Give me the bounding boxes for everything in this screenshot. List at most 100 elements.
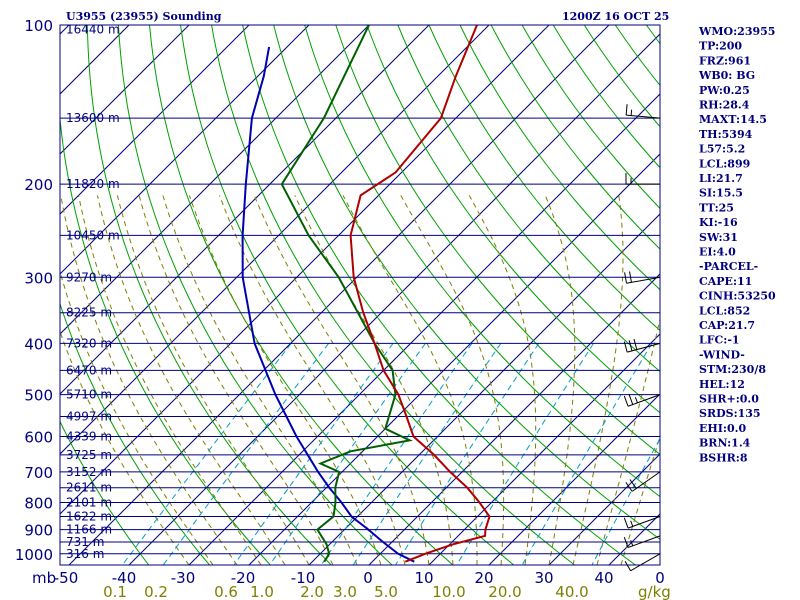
index-line: FRZ:961: [699, 54, 751, 67]
dry-adiabat-line: [86, 25, 332, 565]
dry-adiabat-line: [60, 114, 271, 565]
dry-adiabat-line: [304, 25, 660, 498]
isobar-lines: [60, 24, 660, 555]
mixing-ratio-tick-label: 3.0: [333, 583, 357, 600]
dry-adiabat-line: [180, 25, 515, 565]
index-line: MAXT:14.5: [699, 113, 767, 126]
mixing-ratio-line: [162, 343, 329, 565]
index-line: PW:0.25: [699, 84, 750, 97]
isotherm-line: [428, 333, 660, 565]
wind-barb: [625, 104, 661, 119]
index-line: EHI:0.0: [699, 422, 746, 435]
height-label: 2611 m: [66, 481, 112, 495]
mixing-ratio-line: [269, 343, 426, 565]
mixing-ratio-tick-label: 1.0: [250, 583, 274, 600]
isotherm-line: [488, 393, 660, 565]
pressure-tick-label: 1000: [15, 546, 53, 564]
index-line: CAPE:11: [699, 275, 752, 288]
height-label: 2101 m: [66, 496, 112, 510]
wind-barbs: [623, 104, 661, 572]
sounding-time: 1200Z 16 OCT 25: [562, 10, 669, 23]
index-line: L57:5.2: [699, 143, 745, 156]
dry-adiabat-line: [552, 25, 660, 169]
isotherm-line: [60, 25, 70, 35]
pressure-unit-label: mb: [32, 569, 56, 587]
pressure-tick-label: 400: [24, 335, 53, 353]
dry-adiabat-line: [335, 25, 660, 456]
index-line: TH:5394: [699, 128, 753, 141]
pressure-tick-label: 700: [24, 464, 53, 482]
temperature-tick-label: 30: [534, 569, 553, 587]
sounding-profiles: [241, 25, 491, 563]
isotherm-line: [0, 25, 9, 565]
isotherm-line: [60, 25, 190, 155]
height-label: 4339 m: [66, 429, 112, 443]
index-line: HEL:12: [699, 378, 745, 391]
temperature-tick-label: 40: [594, 569, 613, 587]
temperature-tick-label: 10: [414, 569, 433, 587]
dry-adiabat-line: [459, 25, 660, 291]
moist-adiabat-line: [116, 195, 310, 565]
index-line: LCL:852: [699, 304, 750, 317]
temperature-tick-label: -20: [231, 569, 256, 587]
index-line: CINH:53250: [699, 290, 776, 303]
height-label: 7320 m: [66, 336, 112, 350]
height-label: 3725 m: [66, 448, 112, 462]
mixing-ratio-tick-label: 0.2: [144, 583, 168, 600]
moist-adiabat-line: [596, 316, 660, 565]
background-grid: [0, 25, 660, 565]
station-title: U3955 (23955) Sounding: [66, 10, 222, 23]
temperature-tick-label: 20: [474, 569, 493, 587]
height-label: 11820 m: [66, 177, 120, 191]
index-line: -PARCEL-: [699, 260, 758, 273]
temperature-tick-label: -30: [171, 569, 196, 587]
dry-adiabat-line: [242, 25, 636, 565]
wind-barb: [623, 338, 661, 353]
moist-adiabat-line: [342, 195, 478, 565]
mixing-ratio-line: [121, 343, 292, 565]
isotherm-line: [548, 453, 660, 565]
pressure-tick-label: 900: [24, 522, 53, 540]
isotherm-line: [60, 25, 370, 335]
height-label: 6470 m: [66, 363, 112, 377]
index-line: SW:31: [699, 231, 738, 244]
mixing-ratio-line: [352, 343, 502, 565]
mixing-ratio-tick-label: 20.0: [488, 583, 521, 600]
wind-barb: [623, 535, 661, 548]
moist-adiabat-line: [400, 195, 505, 565]
index-line: RH:28.4: [699, 99, 750, 112]
isotherm-line: [68, 25, 610, 565]
pressure-tick-label: 500: [24, 387, 53, 405]
dry-adiabat-line: [211, 25, 575, 565]
wind-barb: [623, 516, 661, 529]
index-line: TT:25: [699, 201, 734, 214]
index-line: SHR+:0.0: [699, 393, 759, 406]
isotherm-line: [60, 25, 250, 215]
isotherm-line: [60, 25, 490, 455]
isotherm-line: [368, 273, 660, 565]
index-line: BSHR:8: [699, 451, 748, 464]
temperature-tick-label: -40: [112, 569, 137, 587]
index-line: EI:4.0: [699, 246, 736, 259]
pressure-tick-label: 600: [24, 428, 53, 446]
isotherm-line: [188, 93, 660, 565]
temperature-tick-label: -10: [291, 569, 316, 587]
height-label: 9270 m: [66, 270, 112, 284]
height-label: 10450 m: [66, 228, 120, 242]
mixing-ratio-line: [395, 343, 540, 565]
height-label: 4997 m: [66, 410, 112, 424]
mixing-ratio-tick-label: 0.1: [103, 583, 127, 600]
dry-adiabat-line: [583, 25, 660, 128]
pressure-tick-label: 200: [24, 176, 53, 194]
temperature-profile-line: [349, 25, 491, 563]
mixing-ratio-tick-label: 40.0: [555, 583, 588, 600]
temperature-tick-label: 0: [655, 569, 665, 587]
index-line: STM:230/8: [699, 363, 766, 376]
dry-adiabat-line: [117, 25, 393, 565]
isotherm-line: [60, 25, 310, 275]
temperature-tick-label: 0: [363, 569, 373, 587]
pressure-tick-label: 300: [24, 269, 53, 287]
mixing-ratio-line: [591, 437, 660, 565]
